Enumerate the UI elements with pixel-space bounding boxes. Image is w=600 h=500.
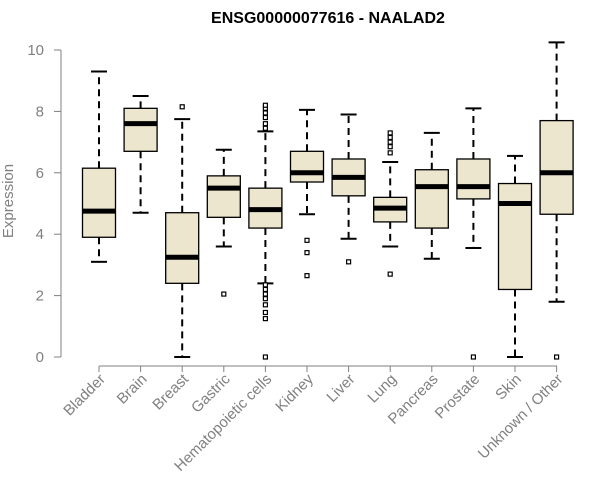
outlier-point (470, 354, 476, 360)
outlier-point (262, 291, 268, 297)
y-tick-label: 4 (36, 226, 44, 243)
outlier-point (262, 309, 268, 316)
x-ticks (98, 366, 558, 372)
box-group (289, 108, 325, 279)
x-tick-label: Breast (149, 370, 192, 413)
outlier-point (387, 144, 393, 150)
box-iqr (289, 150, 325, 183)
box-group (373, 130, 408, 277)
box-group (414, 131, 449, 260)
outlier-point (304, 250, 310, 256)
outlier-point (262, 114, 268, 121)
outlier-point (304, 237, 310, 243)
outlier-point (387, 271, 393, 277)
x-tick-label: Liver (323, 371, 358, 406)
box-iqr (206, 175, 241, 218)
x-tick-label: Skin (492, 371, 525, 404)
box-iqr (123, 107, 158, 152)
outlier-point (262, 125, 268, 131)
box-group (81, 70, 117, 263)
x-tick-label: Kidney (272, 370, 317, 415)
outlier-point (553, 354, 560, 360)
box-iqr (497, 182, 533, 291)
outlier-point (262, 302, 268, 308)
y-tick-label: 8 (36, 103, 44, 120)
outlier-point (346, 259, 352, 265)
box-group (248, 102, 283, 360)
outlier-point (304, 273, 310, 279)
outlier-point (262, 282, 268, 288)
outlier-point (221, 291, 227, 297)
box-iqr (414, 169, 449, 229)
x-tick-label: Brain (114, 371, 151, 408)
box-iqr (165, 212, 200, 284)
box-group (456, 107, 491, 360)
outlier-point (262, 102, 268, 108)
outlier-point (387, 134, 393, 141)
x-tick-label: Bladder (60, 371, 109, 420)
chart-title: ENSG00000077616 - NAALAD2 (211, 10, 445, 27)
y-ticks: 0 2 4 6 8 10 (27, 42, 61, 366)
y-tick-label: 2 (36, 288, 44, 305)
box-group (497, 154, 533, 358)
outlier-point (179, 104, 185, 110)
box-iqr (456, 158, 491, 200)
outlier-point (387, 139, 393, 145)
y-axis-label: Expression (0, 164, 17, 238)
outlier-point (262, 110, 268, 116)
box-group (206, 148, 241, 297)
outlier-point (262, 354, 268, 360)
box-group (539, 41, 574, 360)
box-group (165, 104, 200, 358)
outlier-point (262, 316, 268, 322)
outlier-point (262, 121, 268, 127)
outlier-point (262, 296, 268, 302)
x-tick-label: Lung (364, 371, 400, 407)
box-iqr (539, 119, 574, 215)
y-tick-label: 6 (36, 165, 44, 182)
outlier-point (387, 130, 393, 136)
box-group (331, 113, 366, 265)
y-tick-label: 10 (27, 42, 44, 59)
boxes (81, 41, 574, 360)
x-tick-label: Prostate (432, 371, 484, 423)
box-iqr (81, 167, 117, 238)
y-tick-label: 0 (36, 349, 44, 366)
outlier-point (387, 150, 393, 156)
box-group (123, 95, 158, 214)
outlier-point (262, 286, 268, 293)
